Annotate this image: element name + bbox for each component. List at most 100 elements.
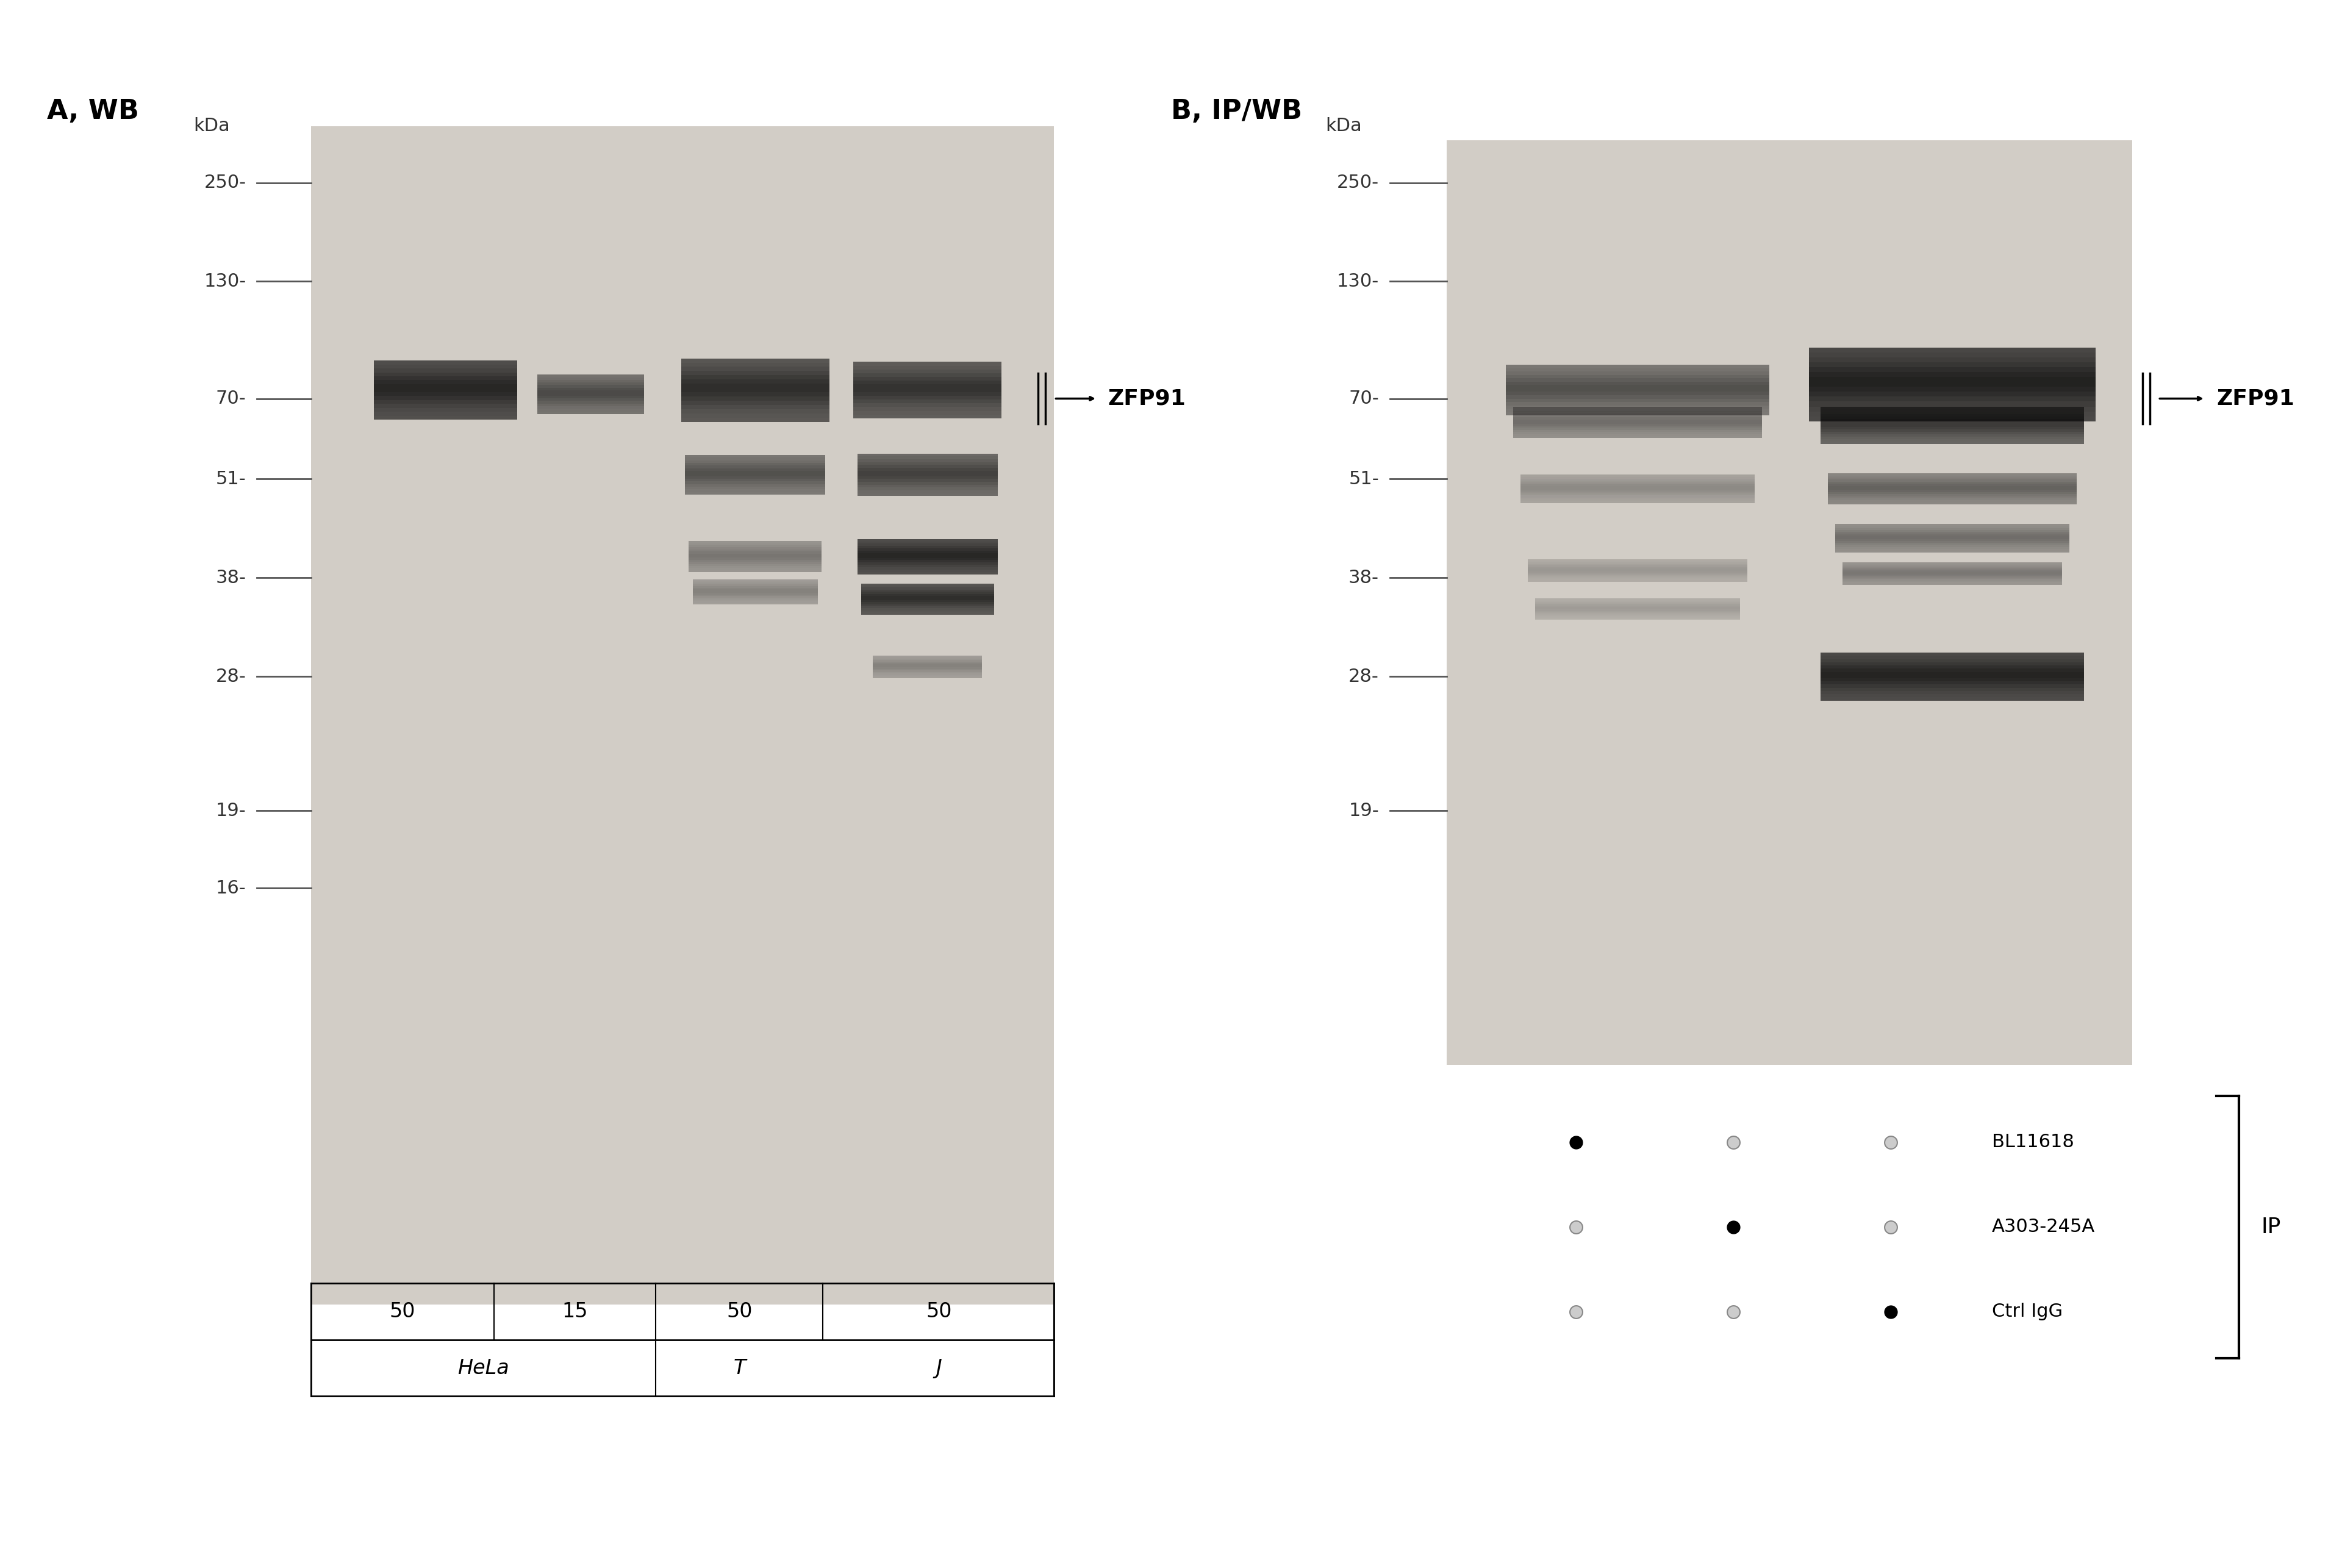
Bar — [693, 580, 817, 583]
Bar — [682, 359, 829, 362]
Bar — [1808, 387, 2096, 392]
Text: kDa: kDa — [194, 118, 230, 135]
Bar — [539, 394, 644, 395]
Bar — [1808, 378, 2096, 383]
Bar — [1520, 495, 1754, 497]
Bar — [857, 463, 998, 466]
Bar — [375, 397, 518, 400]
Bar — [684, 485, 824, 486]
Text: 250-: 250- — [204, 174, 246, 191]
Bar — [375, 376, 518, 381]
Bar — [1513, 422, 1761, 423]
Bar — [539, 379, 644, 383]
Bar — [1808, 348, 2096, 422]
Bar — [1513, 430, 1761, 431]
Bar — [539, 395, 644, 398]
Text: 50: 50 — [726, 1301, 752, 1322]
Bar — [862, 613, 993, 615]
Bar — [693, 591, 817, 593]
Bar — [1829, 481, 2077, 485]
Bar — [852, 384, 1002, 389]
Bar — [862, 588, 993, 590]
Bar — [857, 477, 998, 480]
Bar — [375, 381, 518, 384]
Bar — [1808, 392, 2096, 397]
Bar — [1808, 406, 2096, 411]
Bar — [1820, 419, 2084, 422]
Bar — [1829, 478, 2077, 480]
Bar — [1820, 412, 2084, 414]
Bar — [1820, 662, 2084, 665]
Bar — [1520, 499, 1754, 502]
Bar — [1506, 365, 1768, 368]
Bar — [1836, 530, 2070, 532]
Text: T: T — [733, 1358, 745, 1378]
Bar — [852, 373, 1002, 376]
Bar — [689, 549, 822, 552]
Bar — [682, 409, 829, 414]
Bar — [1520, 485, 1754, 486]
Bar — [539, 398, 644, 401]
Bar — [693, 597, 817, 599]
Text: kDa: kDa — [1326, 118, 1363, 135]
Bar — [375, 412, 518, 416]
Bar — [689, 541, 822, 543]
Bar — [852, 365, 1002, 370]
Bar — [375, 389, 518, 392]
Text: 16-: 16- — [215, 880, 246, 897]
Bar — [1520, 480, 1754, 483]
Bar — [693, 596, 817, 597]
Bar — [1820, 439, 2084, 441]
Bar — [862, 585, 993, 588]
Bar — [1513, 411, 1761, 414]
Bar — [689, 568, 822, 571]
Bar — [1513, 409, 1761, 411]
Text: 28-: 28- — [215, 668, 246, 685]
Text: Ctrl IgG: Ctrl IgG — [1991, 1303, 2063, 1320]
Bar — [1836, 524, 2070, 527]
Bar — [1808, 411, 2096, 416]
Bar — [1513, 428, 1761, 430]
Bar — [1836, 543, 2070, 546]
Bar — [852, 376, 1002, 381]
Text: A303-245A: A303-245A — [1991, 1218, 2094, 1236]
Bar — [857, 459, 998, 463]
Bar — [1506, 412, 1768, 416]
Bar — [1513, 420, 1761, 422]
Bar — [857, 539, 998, 541]
Bar — [684, 477, 824, 478]
Bar — [689, 541, 822, 572]
Bar — [693, 583, 817, 585]
Bar — [375, 405, 518, 408]
Bar — [862, 594, 993, 596]
Bar — [857, 474, 998, 477]
Bar — [684, 492, 824, 494]
Bar — [1513, 431, 1761, 434]
Bar — [693, 586, 817, 588]
Bar — [311, 127, 1054, 1305]
Bar — [862, 610, 993, 613]
Bar — [857, 546, 998, 549]
Bar — [1520, 486, 1754, 488]
Bar — [693, 588, 817, 590]
Bar — [1808, 362, 2096, 367]
Bar — [1520, 497, 1754, 499]
Bar — [857, 539, 998, 574]
Bar — [862, 583, 993, 585]
Bar — [1808, 358, 2096, 362]
Bar — [1820, 417, 2084, 419]
Bar — [1506, 409, 1768, 412]
Bar — [862, 596, 993, 597]
Bar — [539, 387, 644, 390]
Bar — [684, 455, 824, 458]
Bar — [684, 458, 824, 461]
Bar — [1506, 401, 1768, 406]
Bar — [1527, 560, 1747, 582]
Bar — [1836, 528, 2070, 530]
Bar — [857, 541, 998, 544]
Text: 51-: 51- — [215, 470, 246, 488]
Bar — [1808, 353, 2096, 358]
Bar — [1506, 372, 1768, 375]
Bar — [682, 384, 829, 387]
Bar — [1829, 500, 2077, 502]
